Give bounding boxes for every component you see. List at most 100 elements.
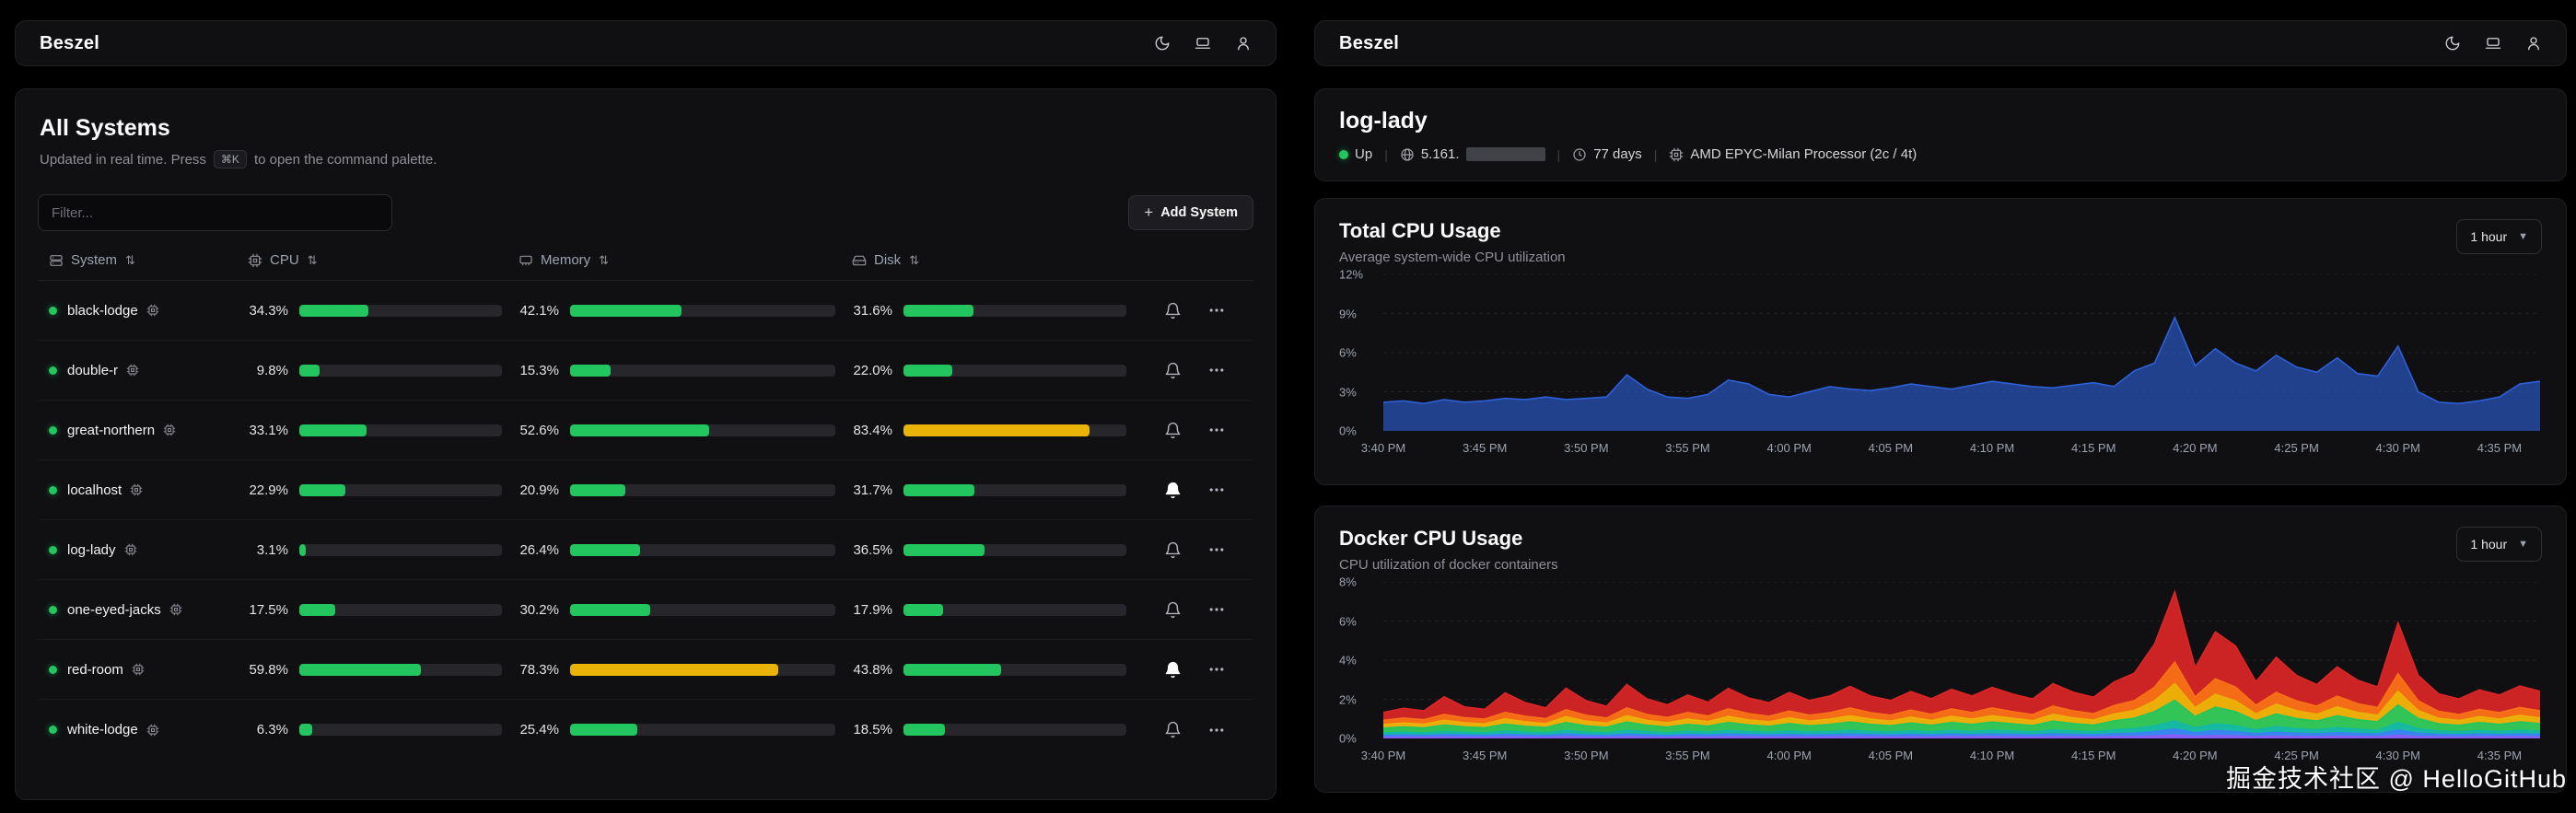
actions-menu-button[interactable] — [1207, 301, 1226, 319]
agent-chip-icon — [126, 364, 139, 377]
subtitle-suffix: to open the command palette. — [253, 151, 437, 168]
add-system-button[interactable]: + Add System — [1128, 195, 1253, 230]
up-status-dot — [1339, 149, 1348, 159]
memory-value: 26.4% — [519, 541, 559, 558]
actions-menu-button[interactable] — [1207, 721, 1226, 739]
memory-value: 78.3% — [519, 661, 559, 678]
laptop-icon[interactable] — [1195, 35, 1211, 52]
chart-title: Total CPU Usage — [1339, 219, 1501, 242]
agent-chip-icon — [146, 724, 159, 737]
column-cpu[interactable]: CPU ⇅ — [231, 252, 502, 268]
y-axis-tick: 6% — [1339, 345, 1357, 360]
theme-toggle-icon[interactable] — [2444, 35, 2461, 52]
x-axis-tick: 4:25 PM — [2274, 441, 2319, 455]
alerts-bell-button[interactable] — [1164, 362, 1182, 379]
actions-menu-button[interactable] — [1207, 481, 1226, 499]
cpu-bar — [299, 304, 502, 317]
agent-chip-icon — [130, 483, 143, 496]
page-subtitle: Updated in real time. Press ⌘K to open t… — [40, 150, 1253, 168]
disk-cell: 31.7% — [835, 482, 1126, 498]
system-cell: red-room — [38, 662, 231, 678]
time-range-value: 1 hour — [2470, 537, 2508, 552]
alerts-bell-button[interactable] — [1164, 482, 1182, 499]
agent-chip-icon — [163, 424, 176, 436]
disk-cell: 43.8% — [835, 662, 1126, 678]
app-logo[interactable]: Beszel — [40, 32, 100, 53]
actions-menu-button[interactable] — [1207, 421, 1226, 439]
topbar-actions — [2444, 35, 2542, 52]
alerts-bell-button[interactable] — [1164, 721, 1182, 738]
chevron-down-icon: ▼ — [2518, 539, 2528, 550]
actions-menu-button[interactable] — [1207, 660, 1226, 679]
column-disk[interactable]: Disk ⇅ — [835, 252, 1126, 268]
chart-subtitle: CPU utilization of docker containers — [1339, 557, 1558, 573]
filter-input[interactable] — [38, 194, 392, 231]
system-name: great-northern — [67, 422, 156, 438]
disk-bar — [903, 364, 1126, 377]
alerts-bell-button[interactable] — [1164, 422, 1182, 439]
memory-value: 15.3% — [519, 362, 559, 378]
actions-menu-button[interactable] — [1207, 600, 1226, 619]
status-dot — [49, 425, 57, 435]
agent-chip-icon — [146, 304, 159, 317]
agent-chip-icon — [169, 603, 182, 616]
disk-cell: 18.5% — [835, 722, 1126, 738]
system-detail-window: Beszel log-lady Up | 5.1 — [1314, 20, 2567, 813]
disk-value: 31.7% — [853, 482, 892, 498]
table-row[interactable]: great-northern 33.1% 52.6% 83.4% — [38, 401, 1253, 460]
table-row[interactable]: white-lodge 6.3% 25.4% 18.5% — [38, 700, 1253, 760]
x-axis-tick: 4:10 PM — [1969, 441, 2015, 455]
cpu-value: 3.1% — [256, 541, 288, 558]
disk-bar — [903, 304, 1126, 317]
memory-cell: 26.4% — [502, 542, 835, 558]
column-label: CPU — [270, 252, 299, 268]
time-range-select[interactable]: 1 hour ▼ — [2456, 219, 2542, 254]
status-dot — [49, 605, 57, 614]
laptop-icon[interactable] — [2485, 35, 2501, 52]
disk-bar — [903, 603, 1126, 616]
system-cell: great-northern — [38, 423, 231, 438]
system-cell: double-r — [38, 363, 231, 378]
disk-value: 17.9% — [853, 601, 892, 618]
user-icon[interactable] — [2525, 35, 2542, 52]
y-axis-tick: 12% — [1339, 267, 1364, 282]
actions-menu-button[interactable] — [1207, 361, 1226, 379]
disk-bar — [903, 543, 1126, 556]
table-row[interactable]: black-lodge 34.3% 42.1% 31.6% — [38, 281, 1253, 341]
alerts-bell-button[interactable] — [1164, 661, 1182, 679]
sort-icon: ⇅ — [599, 252, 610, 267]
all-systems-window: Beszel All Systems Updated in real time.… — [15, 20, 1276, 800]
cpu-value: 17.5% — [249, 601, 288, 618]
system-cell: one-eyed-jacks — [38, 602, 231, 618]
time-range-select[interactable]: 1 hour ▼ — [2456, 527, 2542, 562]
add-system-label: Add System — [1160, 205, 1238, 220]
app-logo[interactable]: Beszel — [1339, 32, 1400, 53]
table-row[interactable]: localhost 22.9% 20.9% 31.7% — [38, 460, 1253, 520]
memory-cell: 15.3% — [502, 363, 835, 378]
table-row[interactable]: red-room 59.8% 78.3% 43.8% — [38, 640, 1253, 700]
agent-chip-icon — [124, 543, 137, 556]
x-axis-tick: 4:25 PM — [2274, 749, 2319, 762]
row-actions — [1126, 540, 1253, 559]
user-icon[interactable] — [1235, 35, 1252, 52]
disk-value: 36.5% — [853, 541, 892, 558]
cpu-value: 6.3% — [256, 722, 288, 738]
actions-menu-button[interactable] — [1207, 540, 1226, 559]
alerts-bell-button[interactable] — [1164, 601, 1182, 619]
alerts-bell-button[interactable] — [1164, 541, 1182, 559]
sort-icon: ⇅ — [125, 252, 135, 267]
theme-toggle-icon[interactable] — [1154, 35, 1171, 52]
alerts-bell-button[interactable] — [1164, 302, 1182, 319]
table-toolbar: + Add System — [38, 194, 1253, 231]
table-row[interactable]: log-lady 3.1% 26.4% 36.5% — [38, 520, 1253, 580]
column-memory[interactable]: Memory ⇅ — [502, 252, 835, 268]
table-row[interactable]: one-eyed-jacks 17.5% 30.2% 17.9% — [38, 580, 1253, 640]
y-axis: 0% 2% 4% 6% 8% — [1339, 575, 1380, 746]
cpu-model-label: AMD EPYC-Milan Processor (2c / 4t) — [1690, 146, 1917, 162]
table-row[interactable]: double-r 9.8% 15.3% 22.0% — [38, 341, 1253, 401]
y-axis-tick: 8% — [1339, 575, 1357, 589]
column-system[interactable]: System ⇅ — [38, 252, 231, 268]
cpu-cell: 9.8% — [231, 363, 502, 378]
systems-table-body: black-lodge 34.3% 42.1% 31.6% — [38, 281, 1253, 760]
column-label: Memory — [541, 252, 591, 268]
